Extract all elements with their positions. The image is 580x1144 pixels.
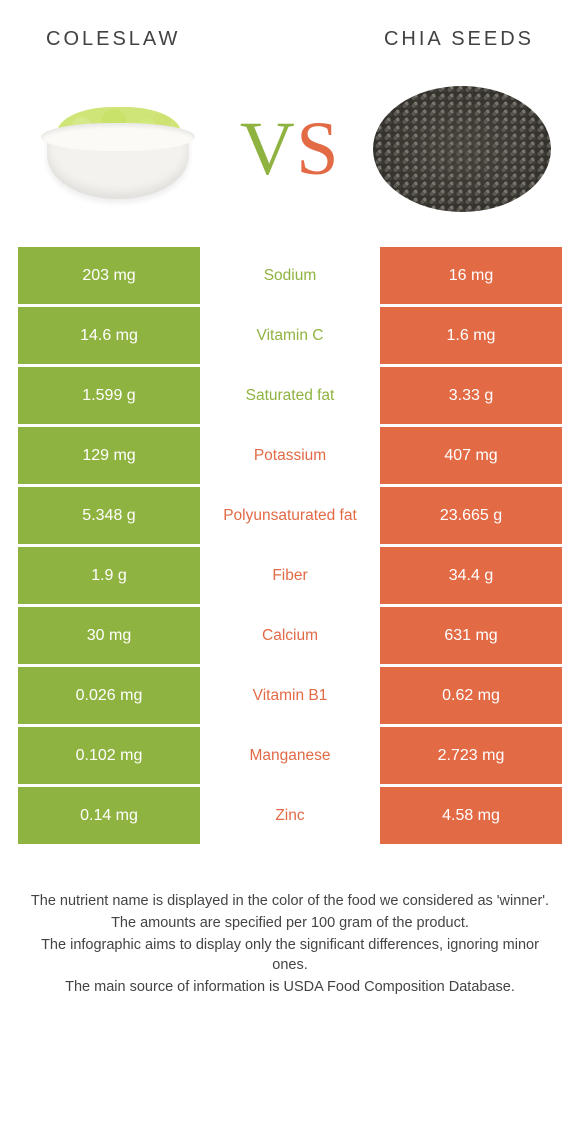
left-value: 0.14 mg (18, 787, 200, 844)
nutrient-row: 1.599 gSaturated fat3.33 g (18, 367, 562, 424)
footer-line: The infographic aims to display only the… (22, 935, 558, 975)
left-value: 5.348 g (18, 487, 200, 544)
right-food-image (362, 69, 562, 229)
footer-line: The main source of information is USDA F… (22, 977, 558, 997)
right-value: 4.58 mg (380, 787, 562, 844)
nutrient-row: 30 mgCalcium631 mg (18, 607, 562, 664)
nutrient-name: Vitamin C (200, 307, 380, 364)
right-value: 34.4 g (380, 547, 562, 604)
left-value: 129 mg (18, 427, 200, 484)
nutrient-row: 0.102 mgManganese2.723 mg (18, 727, 562, 784)
left-value: 14.6 mg (18, 307, 200, 364)
right-value: 16 mg (380, 247, 562, 304)
nutrient-table: 203 mgSodium16 mg14.6 mgVitamin C1.6 mg1… (0, 247, 580, 844)
infographic-container: COLESLAW CHIA SEEDS VS 203 mgSodium16 mg… (0, 0, 580, 997)
nutrient-row: 0.026 mgVitamin B10.62 mg (18, 667, 562, 724)
right-value: 23.665 g (380, 487, 562, 544)
left-value: 0.026 mg (18, 667, 200, 724)
footer-line: The nutrient name is displayed in the co… (22, 891, 558, 911)
left-food-image (18, 69, 218, 229)
nutrient-name: Vitamin B1 (200, 667, 380, 724)
right-value: 0.62 mg (380, 667, 562, 724)
left-value: 0.102 mg (18, 727, 200, 784)
footer-line: The amounts are specified per 100 gram o… (22, 913, 558, 933)
right-value: 2.723 mg (380, 727, 562, 784)
nutrient-name: Calcium (200, 607, 380, 664)
left-value: 1.599 g (18, 367, 200, 424)
nutrient-name: Potassium (200, 427, 380, 484)
nutrient-name: Fiber (200, 547, 380, 604)
nutrient-name: Sodium (200, 247, 380, 304)
coleslaw-illustration (33, 89, 203, 209)
nutrient-name: Manganese (200, 727, 380, 784)
vs-label: VS (240, 106, 340, 193)
chia-illustration (367, 74, 557, 224)
vs-v: V (240, 107, 296, 191)
right-value: 407 mg (380, 427, 562, 484)
nutrient-row: 1.9 gFiber34.4 g (18, 547, 562, 604)
right-value: 3.33 g (380, 367, 562, 424)
nutrient-name: Saturated fat (200, 367, 380, 424)
images-row: VS (0, 61, 580, 247)
right-value: 631 mg (380, 607, 562, 664)
nutrient-name: Polyunsaturated fat (200, 487, 380, 544)
left-value: 203 mg (18, 247, 200, 304)
nutrient-row: 14.6 mgVitamin C1.6 mg (18, 307, 562, 364)
right-food-title: CHIA SEEDS (384, 28, 534, 51)
left-food-title: COLESLAW (46, 28, 180, 51)
nutrient-row: 129 mgPotassium407 mg (18, 427, 562, 484)
nutrient-row: 5.348 gPolyunsaturated fat23.665 g (18, 487, 562, 544)
nutrient-name: Zinc (200, 787, 380, 844)
nutrient-row: 203 mgSodium16 mg (18, 247, 562, 304)
left-value: 1.9 g (18, 547, 200, 604)
footer-notes: The nutrient name is displayed in the co… (0, 847, 580, 997)
nutrient-row: 0.14 mgZinc4.58 mg (18, 787, 562, 844)
header-titles: COLESLAW CHIA SEEDS (0, 0, 580, 61)
left-value: 30 mg (18, 607, 200, 664)
vs-s: S (296, 107, 340, 191)
right-value: 1.6 mg (380, 307, 562, 364)
